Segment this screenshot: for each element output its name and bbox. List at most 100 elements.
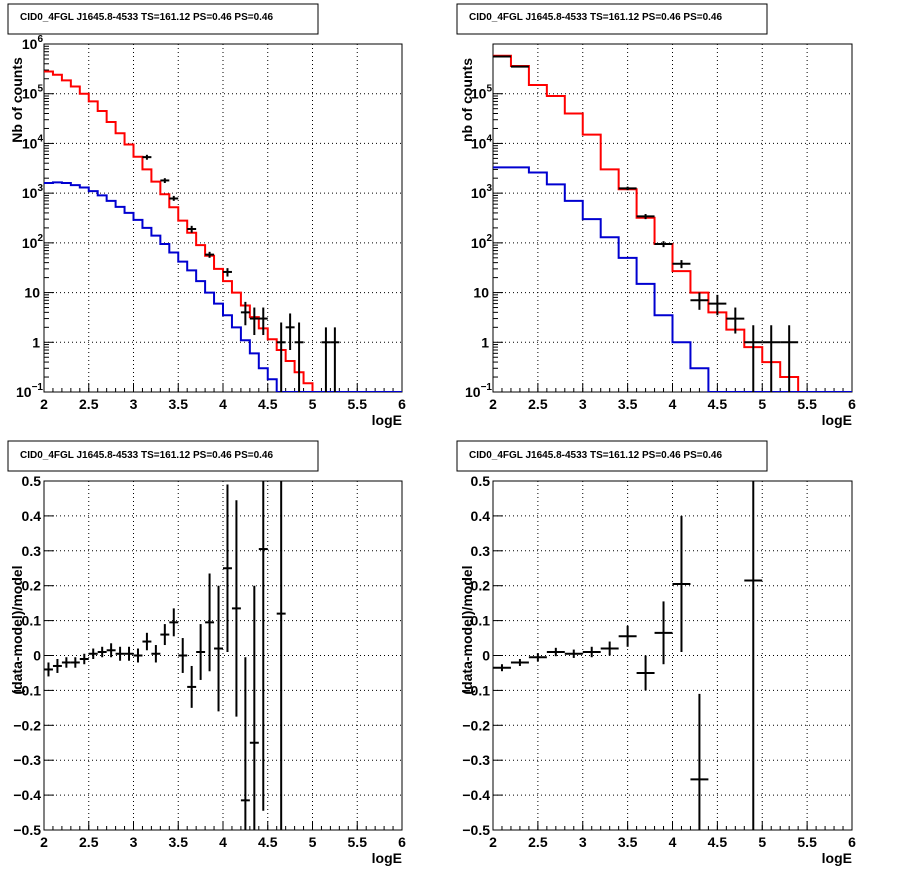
x-tick-label: 4	[219, 396, 227, 412]
x-tick-label: 4	[219, 834, 227, 850]
y-tick-label: 1	[481, 334, 489, 350]
plot-area	[493, 54, 852, 392]
y-tick-label: −0.4	[462, 787, 490, 803]
x-axis-title: logE	[822, 850, 852, 866]
y-tick-label: 104	[471, 133, 493, 151]
x-tick-label: 2	[489, 834, 497, 850]
x-tick-label: 5.5	[348, 396, 368, 412]
x-tick-label: 2	[489, 396, 497, 412]
data-points	[44, 481, 286, 830]
x-tick-label: 2.5	[79, 396, 99, 412]
y-tick-label: 0.4	[22, 508, 42, 524]
panel-4: CID0_4FGL J1645.8-4533 TS=161.12 PS=0.46…	[456, 440, 856, 866]
y-tick-label: 10−1	[465, 382, 492, 400]
y-tick-label: 102	[22, 233, 44, 251]
source-model-histogram	[493, 166, 852, 392]
plot-area	[44, 70, 402, 392]
x-tick-label: 4.5	[708, 834, 728, 850]
y-tick-label: −0.1	[462, 682, 490, 698]
x-tick-label: 4.5	[258, 834, 278, 850]
y-tick-label: 0.2	[22, 578, 42, 594]
x-tick-label: 3	[579, 834, 587, 850]
chart-title-box	[7, 3, 319, 35]
x-tick-label: 2.5	[79, 834, 99, 850]
y-axis-title: nb of counts	[459, 58, 475, 142]
total-model-histogram	[44, 70, 402, 392]
x-tick-label: 3.5	[169, 834, 189, 850]
y-tick-label: 106	[22, 34, 44, 52]
y-tick-label: 105	[471, 84, 493, 102]
y-tick-label: −0.1	[13, 682, 41, 698]
y-tick-label: 0.4	[471, 508, 491, 524]
x-tick-label: 4.5	[708, 396, 728, 412]
x-tick-label: 5.5	[797, 834, 817, 850]
y-tick-label: −0.3	[13, 752, 41, 768]
x-tick-label: 6	[398, 834, 406, 850]
y-tick-label: 105	[22, 84, 44, 102]
y-tick-label: 0	[33, 648, 41, 664]
x-tick-label: 3	[130, 834, 138, 850]
plot-area	[493, 481, 763, 830]
x-tick-label: 3	[579, 396, 587, 412]
x-tick-label: 3.5	[618, 834, 638, 850]
y-axis-title: (data-model)/model	[9, 565, 25, 694]
data-points	[493, 481, 763, 830]
y-tick-label: 0.3	[471, 543, 491, 559]
source-model-histogram	[44, 181, 402, 392]
x-tick-label: 2	[40, 834, 48, 850]
x-tick-label: 4	[669, 834, 677, 850]
panel-2: CID0_4FGL J1645.8-4533 TS=161.12 PS=0.46…	[456, 3, 856, 428]
y-tick-label: 0.1	[22, 613, 42, 629]
x-tick-label: 6	[848, 834, 856, 850]
y-tick-label: 0	[482, 648, 490, 664]
x-tick-label: 4.5	[258, 396, 278, 412]
x-tick-label: 5	[758, 834, 766, 850]
x-tick-label: 3.5	[169, 396, 189, 412]
x-tick-label: 5	[309, 396, 317, 412]
x-tick-label: 4	[669, 396, 677, 412]
x-tick-label: 2	[40, 396, 48, 412]
panel-1: CID0_4FGL J1645.8-4533 TS=161.12 PS=0.46…	[7, 3, 406, 428]
panel-3: CID0_4FGL J1645.8-4533 TS=161.12 PS=0.46…	[7, 440, 406, 866]
plot-frame	[492, 480, 853, 831]
x-tick-label: 5.5	[348, 834, 368, 850]
x-tick-label: 3	[130, 396, 138, 412]
x-tick-label: 5	[309, 834, 317, 850]
y-tick-label: −0.3	[462, 752, 490, 768]
x-tick-label: 5	[758, 396, 766, 412]
x-tick-label: 2.5	[528, 396, 548, 412]
y-tick-label: 102	[471, 233, 493, 251]
chart-title-box	[456, 440, 768, 472]
y-tick-label: −0.5	[462, 822, 490, 838]
data-points	[142, 154, 340, 392]
y-tick-label: −0.5	[13, 822, 41, 838]
plot-frame	[492, 43, 853, 393]
plot-frame	[43, 43, 403, 393]
chart-title: CID0_4FGL J1645.8-4533 TS=161.12 PS=0.46…	[20, 450, 273, 461]
y-tick-label: 0.3	[22, 543, 42, 559]
y-tick-label: 104	[22, 133, 44, 151]
y-tick-label: 10−1	[16, 382, 43, 400]
y-tick-label: −0.2	[13, 717, 41, 733]
x-axis-title: logE	[372, 412, 402, 428]
y-tick-label: 0.2	[471, 578, 491, 594]
chart-title-box	[7, 440, 319, 472]
chart-title-box	[456, 3, 768, 35]
x-axis-title: logE	[372, 850, 402, 866]
y-axis-title: Nb of counts	[9, 57, 25, 143]
x-tick-label: 3.5	[618, 396, 638, 412]
y-tick-label: 10	[473, 285, 489, 301]
y-tick-label: 0.5	[471, 473, 491, 489]
plot-frame	[43, 480, 403, 831]
y-tick-label: 103	[471, 183, 493, 201]
plot-area	[44, 481, 286, 830]
y-tick-label: −0.4	[13, 787, 41, 803]
y-tick-label: 10	[24, 285, 40, 301]
x-axis-title: logE	[822, 412, 852, 428]
y-tick-label: −0.2	[462, 717, 490, 733]
x-tick-label: 6	[398, 396, 406, 412]
y-tick-label: 0.1	[471, 613, 491, 629]
data-points	[493, 55, 799, 392]
x-tick-label: 5.5	[797, 396, 817, 412]
